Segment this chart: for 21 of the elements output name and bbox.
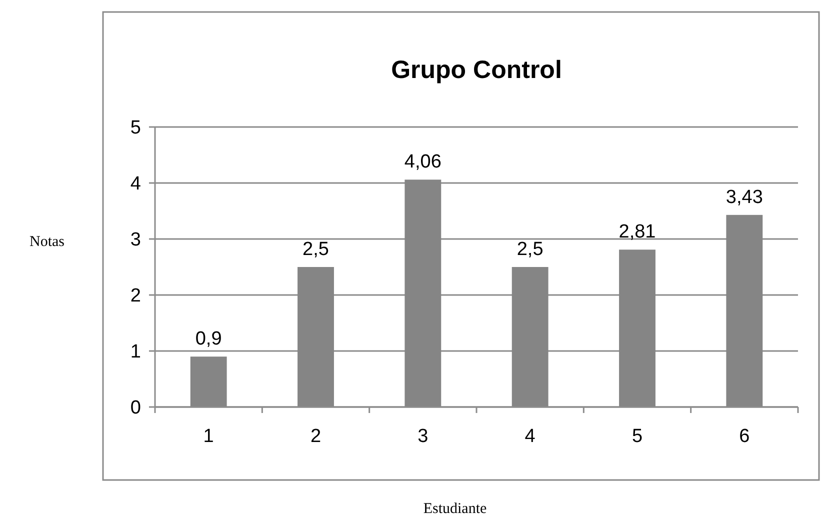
- y-tick-label: 4: [130, 174, 142, 195]
- data-label: 2,5: [516, 239, 544, 260]
- x-axis-title: Estudiante: [423, 501, 487, 517]
- data-label: 4,06: [404, 152, 442, 173]
- y-tick-label: 0: [130, 398, 141, 419]
- y-tick-label: 1: [130, 342, 141, 363]
- x-tick-label: 4: [524, 426, 536, 447]
- x-tick-label: 2: [310, 426, 322, 447]
- y-axis-title: Notas: [30, 234, 65, 250]
- data-label: 2,5: [302, 239, 329, 260]
- y-tick-label: 3: [130, 230, 141, 251]
- data-label: 0,9: [195, 328, 222, 350]
- data-label: 2,81: [618, 222, 656, 243]
- chart-title: Grupo Control: [391, 56, 562, 84]
- y-tick-label: 5: [130, 118, 141, 139]
- x-tick-label: 5: [632, 426, 643, 447]
- y-tick-label: 2: [130, 286, 141, 307]
- x-tick-label: 6: [739, 426, 750, 447]
- data-label: 3,43: [726, 186, 763, 208]
- x-tick-label: 1: [203, 426, 214, 447]
- x-tick-label: 3: [418, 426, 428, 447]
